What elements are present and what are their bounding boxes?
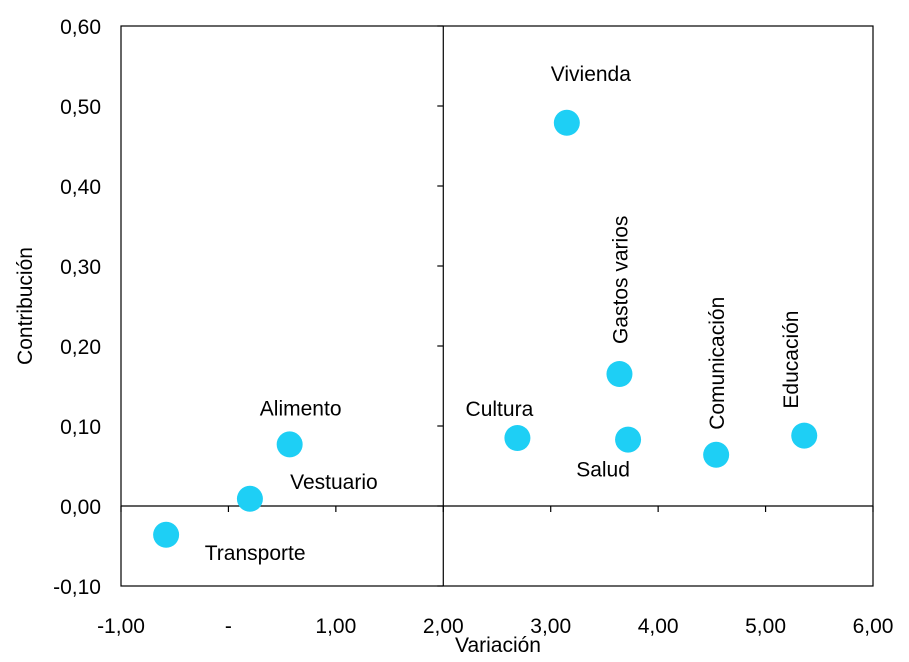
data-point [606,361,633,387]
tick-labels: -0,100,000,100,200,300,400,500,60-1,00-1… [53,16,893,638]
data-point [276,431,303,458]
y-tick-label: 0,20 [60,336,101,359]
x-tick-label: 4,00 [638,615,679,638]
x-tick-label: -1,00 [97,615,145,638]
point-label: Vestuario [290,471,378,494]
point-label: Gastos varios [609,216,632,344]
point-label: Transporte [205,542,306,565]
point-label: Cultura [466,398,534,421]
y-tick-label: 0,60 [60,16,101,39]
data-point [504,425,531,451]
x-tick-label: 1,00 [315,615,356,638]
point-label: Salud [576,459,630,482]
data-point [703,441,730,468]
data-point [153,521,180,548]
y-tick-label: 0,50 [60,96,101,119]
data-point [615,426,642,453]
x-tick-label: 2,00 [423,615,464,638]
y-tick-label: 0,40 [60,176,101,199]
y-tick-label: -0,10 [53,576,101,599]
point-label: Alimento [260,397,342,420]
x-axis-title: Variación [455,634,541,657]
x-tick-label: 3,00 [530,615,571,638]
y-tick-label: 0,00 [60,496,101,519]
point-label: Vivienda [551,63,631,86]
x-tick-label: - [225,615,232,638]
y-tick-label: 0,10 [60,416,101,439]
data-point [236,485,263,512]
data-points: Vivienda Gastos varios Cultura Salud Comunic… [153,63,818,565]
y-axis-title: Contribución [14,247,37,365]
point-label: Comunicación [706,297,729,430]
data-point [553,109,580,136]
data-point [791,422,818,449]
plot-area [120,25,874,587]
x-tick-label: 5,00 [745,615,786,638]
point-label: Educación [780,311,803,409]
y-tick-label: 0,30 [60,256,101,279]
x-tick-label: 6,00 [853,615,894,638]
